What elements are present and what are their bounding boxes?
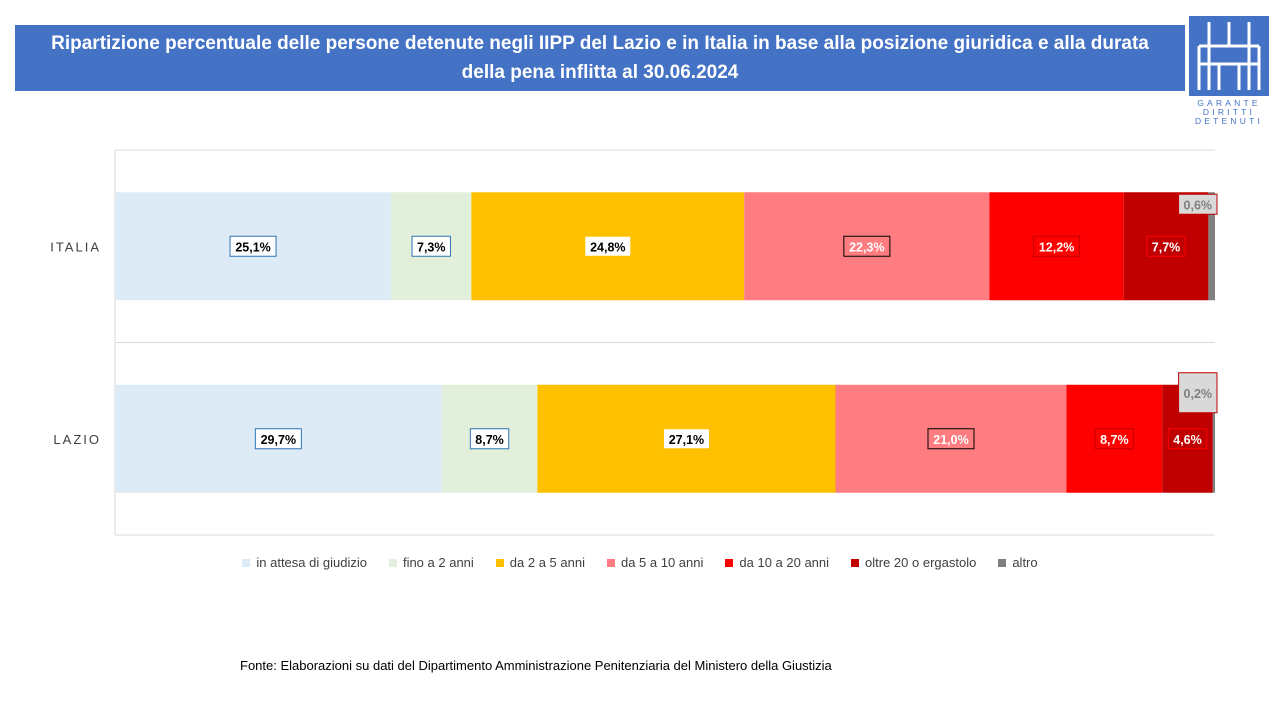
legend-item-4: da 10 a 20 anni [725,555,829,570]
legend-swatch-6 [998,558,1007,567]
legend-label-5: oltre 20 o ergastolo [865,555,977,570]
legend-swatch-2 [495,558,504,567]
data-label-lazio-0: 29,7% [261,433,296,447]
legend-item-1: fino a 2 anni [388,555,474,570]
legend-item-3: da 5 a 10 anni [606,555,704,570]
data-label-box-lazio-2 [662,428,710,450]
data-label-box-italia-1 [411,235,451,257]
garante-logo-icon [1189,16,1269,96]
data-label-lazio-2: 27,1% [669,433,704,447]
data-label-lazio-3: 21,0% [933,433,968,447]
data-label-lazio-5: 4,6% [1173,433,1202,447]
logo-text-line-1: GARANTE [1197,98,1261,108]
data-label-lazio-1: 8,7% [475,433,504,447]
logo-text-line-3: DETENUTI [1194,116,1264,126]
data-label-italia-4: 12,2% [1039,240,1074,254]
legend-label-4: da 10 a 20 anni [739,555,830,570]
data-label-box-lazio-6 [1178,372,1218,414]
legend-swatch-3 [606,558,615,567]
data-label-italia-3: 22,3% [849,240,884,254]
source-note: Fonte: Elaborazioni su dati del Dipartim… [240,658,832,673]
data-label-box-italia-0 [229,235,277,257]
data-label-italia-0: 25,1% [235,240,270,254]
legend-item-6: altro [998,555,1038,570]
legend-swatch-1 [388,558,397,567]
chart-title: Ripartizione percentuale delle persone d… [15,25,1185,91]
bar-lazio-6 [1212,384,1215,493]
legend-item-0: in attesa di giudizio [242,555,367,570]
category-label-italia: ITALIA [50,239,101,254]
data-label-italia-2: 24,8% [590,240,625,254]
logo-text-line-2: DIRITTI [1202,107,1256,117]
data-label-box-lazio-0 [254,428,302,450]
legend-swatch-4 [725,558,734,567]
data-label-box-lazio-4 [1094,428,1135,450]
legend-label-2: da 2 a 5 anni [509,555,585,570]
legend-item-2: da 2 a 5 anni [495,555,585,570]
bar-italia-6 [1208,192,1215,301]
data-label-box-italia-6 [1178,193,1218,215]
category-label-lazio: LAZIO [53,432,101,447]
data-label-italia-5: 7,7% [1152,240,1181,254]
legend-swatch-0 [242,558,251,567]
data-label-box-italia-2 [584,235,632,257]
data-label-box-lazio-3 [927,428,975,450]
legend-label-0: in attesa di giudizio [256,555,367,570]
garante-logo: GARANTE DIRITTI DETENUTI [1189,16,1269,126]
legend-swatch-5 [851,558,860,567]
legend-item-5: oltre 20 o ergastolo [851,555,976,570]
data-label-box-italia-3 [843,235,891,257]
data-label-lazio-4: 8,7% [1100,433,1129,447]
data-label-box-italia-4 [1033,235,1081,257]
data-label-italia-6: 0,6% [1184,198,1213,212]
data-label-italia-1: 7,3% [417,240,446,254]
legend-label-6: altro [1012,555,1038,570]
legend-label-1: fino a 2 anni [402,555,474,570]
data-label-box-italia-5 [1146,235,1186,257]
data-label-box-lazio-1 [469,428,510,450]
legend-label-3: da 5 a 10 anni [620,555,704,570]
data-label-box-lazio-5 [1167,428,1208,450]
chart-legend: in attesa di giudizio fino a 2 anni da 2 a… [0,555,1280,570]
data-label-lazio-6: 0,2% [1184,387,1213,401]
